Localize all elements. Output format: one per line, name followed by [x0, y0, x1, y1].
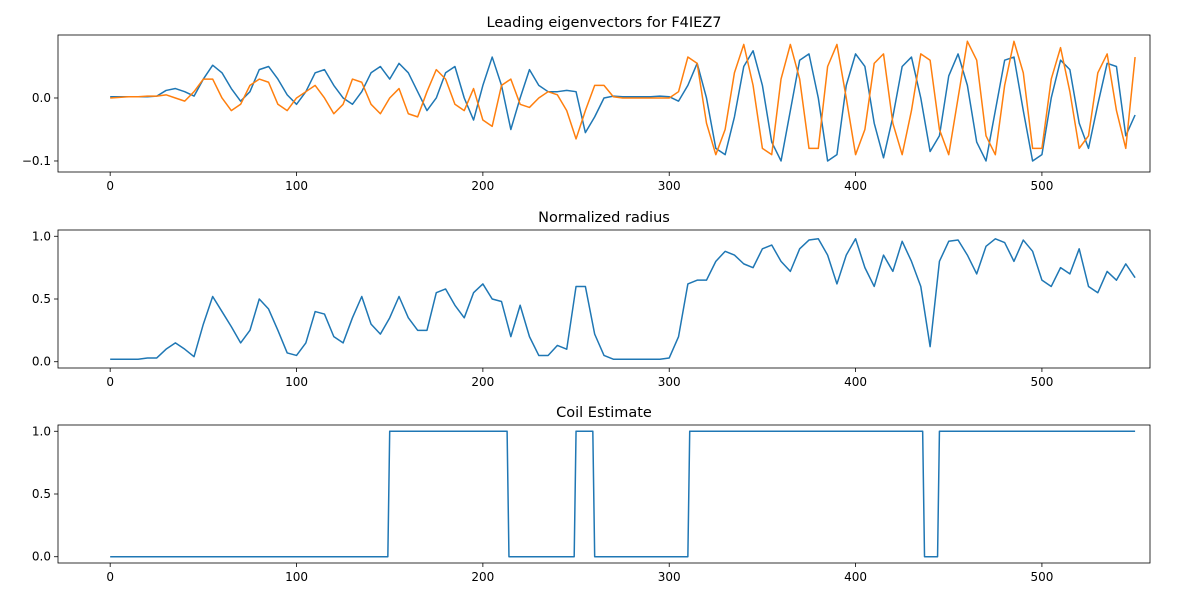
x-tick-label: 0 [106, 375, 114, 389]
data-line [110, 50, 1136, 162]
y-tick-label: 0.0 [32, 550, 51, 564]
x-tick-label: 500 [1030, 570, 1053, 584]
data-line [110, 238, 1136, 360]
y-tick-label: 0.0 [32, 355, 51, 369]
x-tick-label: 200 [471, 570, 494, 584]
x-tick-label: 500 [1030, 179, 1053, 193]
x-tick-label: 300 [658, 179, 681, 193]
y-tick-label: 1.0 [32, 424, 51, 438]
plot-frame [57, 34, 1151, 173]
data-line [110, 40, 1136, 156]
y-tick-label: 0.5 [32, 487, 51, 501]
x-tick-label: 200 [471, 375, 494, 389]
x-tick-label: 400 [844, 570, 867, 584]
x-tick-label: 500 [1030, 375, 1053, 389]
x-tick-label: 300 [658, 375, 681, 389]
y-tick-label: −0.1 [22, 154, 51, 168]
chart-title: Leading eigenvectors for F4IEZ7 [487, 15, 722, 31]
x-tick-label: 100 [285, 375, 308, 389]
y-tick-label: 0.0 [32, 91, 51, 105]
x-tick-label: 400 [844, 179, 867, 193]
y-tick-label: 0.5 [32, 292, 51, 306]
x-tick-label: 100 [285, 570, 308, 584]
x-tick-label: 0 [106, 570, 114, 584]
x-tick-label: 400 [844, 375, 867, 389]
plot-frame [57, 229, 1151, 369]
x-tick-label: 300 [658, 570, 681, 584]
x-tick-label: 100 [285, 179, 308, 193]
y-tick-label: 1.0 [32, 229, 51, 243]
chart-title: Coil Estimate [556, 405, 652, 421]
x-tick-label: 200 [471, 179, 494, 193]
plot-frame [57, 424, 1151, 564]
chart-title: Normalized radius [538, 210, 670, 226]
data-line [110, 430, 1136, 558]
x-tick-label: 0 [106, 179, 114, 193]
